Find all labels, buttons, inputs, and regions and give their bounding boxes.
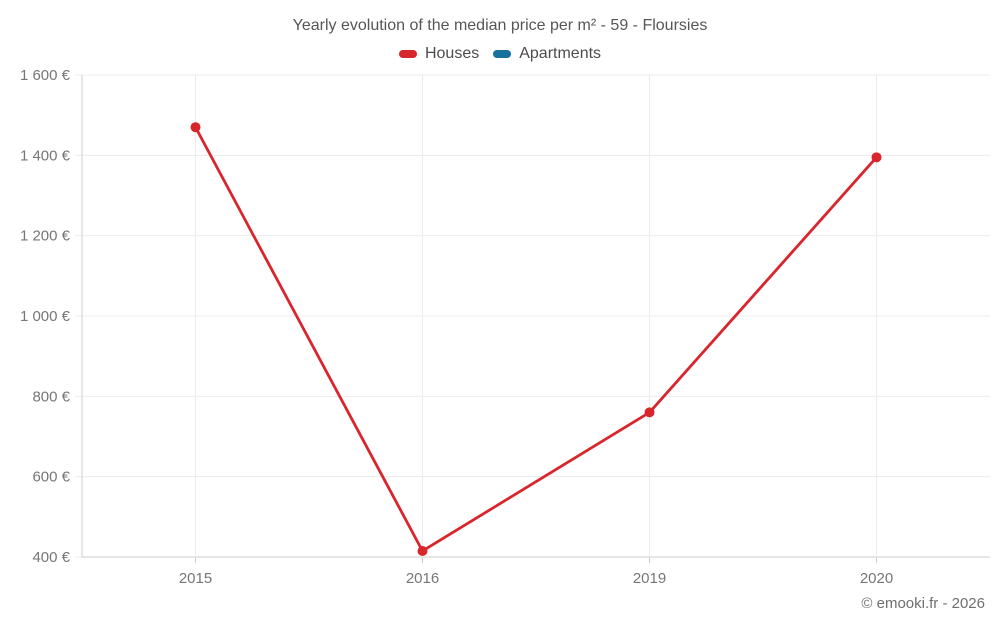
- x-tick-label: 2016: [406, 570, 439, 587]
- y-tick-label: 1 200 €: [20, 228, 71, 245]
- houses-line: [194, 125, 878, 553]
- legend-item-apartments[interactable]: Apartments: [493, 45, 601, 63]
- y-tick-label: 600 €: [32, 469, 70, 486]
- copyright-credit: © emooki.fr - 2026: [861, 595, 985, 612]
- x-tick-label: 2015: [179, 570, 212, 587]
- x-tick-label: 2020: [860, 570, 893, 587]
- legend-swatch: [493, 50, 512, 58]
- houses-point-2016[interactable]: [417, 545, 428, 556]
- y-tick-label: 400 €: [32, 549, 70, 566]
- y-tick-label: 1 000 €: [20, 308, 71, 325]
- legend-item-houses[interactable]: Houses: [398, 45, 480, 63]
- houses-point-2015[interactable]: [190, 122, 201, 133]
- houses-point-2019[interactable]: [644, 407, 655, 418]
- legend-label: Apartments: [519, 45, 602, 62]
- y-tick-label: 1 600 €: [20, 67, 71, 84]
- y-tick-label: 1 400 €: [20, 147, 71, 164]
- x-tick-label: 2019: [633, 570, 666, 587]
- chart-legend: Houses Apartments: [0, 45, 1000, 63]
- houses-point-2020[interactable]: [871, 152, 882, 163]
- legend-label: Houses: [424, 45, 480, 62]
- chart-title: Yearly evolution of the median price per…: [292, 17, 708, 34]
- y-tick-label: 800 €: [32, 388, 70, 405]
- legend-swatch: [398, 50, 417, 58]
